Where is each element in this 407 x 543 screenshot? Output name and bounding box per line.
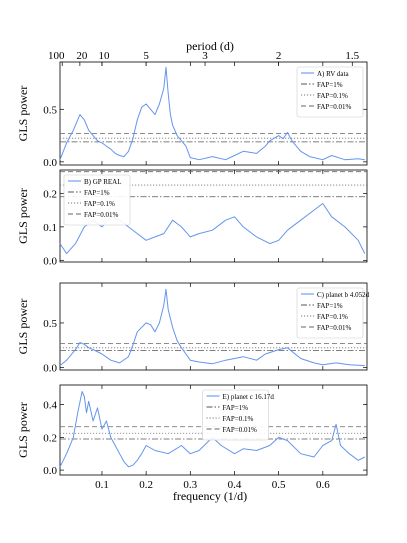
y-tick-label: 0.0 (43, 255, 57, 267)
y-tick-label: 0.2 (43, 188, 57, 200)
legend-label: FAP=1% (84, 189, 110, 197)
bottom-frequency-axis: 0.1 0.2 0.3 0.4 0.5 0.6 (95, 479, 330, 491)
y-axis-label: GLS power (16, 188, 30, 244)
x-tick-label: 0.5 (272, 479, 286, 491)
panel-3: 0.0 0.2 0.4 GLS power E) planet c 16.17d FAP=… (16, 384, 368, 477)
legend-label: A) RV data (317, 70, 349, 78)
legend-label: FAP=0.01% (317, 324, 352, 332)
legend-label: B) GP REAL (84, 178, 121, 186)
panels: 0.0 0.5 GLS power A) RV data FAP=1% FAP=0.1% F… (16, 61, 370, 477)
y-tick-label: 0.0 (43, 465, 57, 477)
y-tick-label: 0.0 (43, 362, 57, 374)
x-tick-label: 0.1 (95, 479, 109, 491)
legend-box (202, 389, 269, 441)
legend-label: FAP=1% (317, 81, 343, 89)
legend-label: FAP=0.1% (84, 200, 115, 208)
legend-label: FAP=0.01% (84, 211, 119, 219)
top-tick-label: 10 (98, 50, 110, 62)
top-period-axis: 100 20 10 5 3 2 1.5 (48, 50, 360, 66)
top-tick-label: 2 (276, 50, 282, 62)
y-tick-label: 0.2 (43, 432, 57, 444)
legend-label: FAP=0.1% (317, 313, 348, 321)
legend: A) RV data FAP=1% FAP=0.1% FAP=0.01% (296, 66, 364, 118)
legend: B) GP REAL FAP=1% FAP=0.1% FAP=0.01% (63, 174, 131, 226)
series-line (59, 288, 365, 367)
top-tick-label: 3 (202, 50, 208, 62)
legend-label: C) planet b 4.052d (317, 291, 370, 299)
legend-label: FAP=0.1% (223, 415, 254, 423)
top-tick-label: 100 (48, 50, 65, 62)
y-axis-label: GLS power (16, 86, 30, 142)
y-tick-label: 0.5 (43, 104, 57, 116)
panel-frame (59, 61, 368, 166)
y-tick-label: 0.5 (43, 318, 57, 330)
series-line (59, 391, 366, 468)
y-tick-label: 0.1 (43, 222, 57, 234)
y-axis-label: GLS power (16, 299, 30, 355)
legend: E) planet c 16.17d FAP=1% FAP=0.1% FAP=0.01… (202, 389, 275, 441)
series-line (59, 66, 365, 161)
x-tick-label: 0.4 (228, 479, 242, 491)
x-tick-label: 0.3 (183, 479, 197, 491)
y-axis-label: GLS power (16, 402, 30, 458)
y-tick-label: 0.4 (43, 400, 57, 412)
top-tick-label: 20 (76, 50, 88, 62)
panel-2: 0.0 0.5 GLS power C) planet b 4.052d FAP=1% F… (16, 282, 370, 374)
legend-label: FAP=0.01% (317, 103, 352, 111)
y-tick-label: 0.0 (43, 157, 57, 169)
panel-1: 0.0 0.1 0.2 GLS power B) GP REAL FAP=1% FAP=0.… (16, 169, 368, 267)
panel-0: 0.0 0.5 GLS power A) RV data FAP=1% FAP=0.1% F… (16, 61, 368, 169)
legend-box (296, 66, 364, 118)
legend-label: FAP=1% (317, 302, 343, 310)
legend-label: FAP=0.01% (223, 426, 258, 434)
legend-box (63, 174, 131, 226)
x-tick-label: 0.6 (316, 479, 330, 491)
x-tick-label: 0.2 (139, 479, 153, 491)
panel-frame (59, 282, 368, 371)
legend: C) planet b 4.052d FAP=1% FAP=0.1% FAP=0.01… (296, 287, 370, 339)
legend-label: FAP=1% (223, 404, 249, 412)
legend-box (296, 287, 364, 339)
top-tick-label: 5 (143, 50, 149, 62)
top-axis-label: period (d) (186, 39, 234, 53)
legend-label: E) planet c 16.17d (223, 393, 275, 401)
bottom-axis-label: frequency (1/d) (173, 489, 247, 503)
top-tick-label: 1.5 (345, 50, 359, 62)
legend-label: FAP=0.1% (317, 92, 348, 100)
panel-frame (59, 384, 368, 476)
panel-frame (59, 169, 368, 263)
